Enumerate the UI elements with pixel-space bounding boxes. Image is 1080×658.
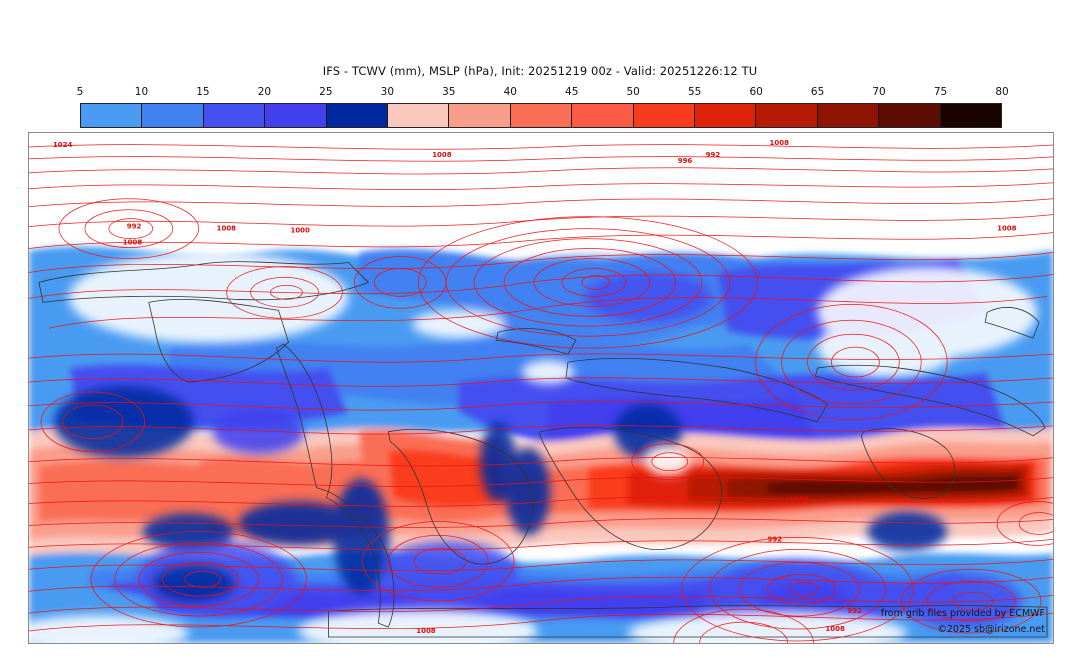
- map-plot-area: 1024 992 1008 1008 1000 1008 992 996 100…: [28, 132, 1054, 644]
- colorbar-segment-15-20: [203, 104, 266, 127]
- svg-text:1008: 1008: [997, 225, 1017, 233]
- svg-text:996: 996: [678, 157, 693, 165]
- colorbar-tick-70: 70: [872, 86, 886, 98]
- attribution-copyright: ©2025 sb@irizone.net: [937, 624, 1045, 635]
- colorbar-tick-45: 45: [565, 86, 579, 98]
- colorbar-tick-10: 10: [134, 86, 149, 98]
- svg-text:992: 992: [127, 223, 142, 231]
- colorbar-segment-25-30: [326, 104, 389, 127]
- colorbar-segment-40-45: [510, 104, 573, 127]
- map-canvas: 1024 992 1008 1008 1000 1008 992 996 100…: [29, 133, 1053, 643]
- colorbar-segment-60-65: [756, 104, 818, 127]
- svg-text:1008: 1008: [217, 225, 237, 233]
- page-title: IFS - TCWV (mm), MSLP (hPa), Init: 20251…: [322, 64, 758, 78]
- colorbar-segment-30-35: [388, 104, 450, 127]
- colorbar-tick-75: 75: [933, 86, 948, 98]
- attribution-source: from grib files provided by ECMWF: [880, 608, 1045, 619]
- colorbar-tick-5: 5: [76, 86, 84, 98]
- svg-text:1008: 1008: [416, 627, 436, 635]
- colorbar-tick-60: 60: [749, 86, 763, 98]
- svg-text:1024: 1024: [53, 141, 73, 149]
- colorbar-segment-10-15: [142, 104, 204, 127]
- colorbar-tick-25: 25: [319, 86, 333, 98]
- colorbar-segment-55-60: [695, 104, 757, 127]
- colorbar-tick-30: 30: [380, 86, 395, 98]
- colorbar-segment-35-40: [449, 104, 511, 127]
- svg-text:1000: 1000: [790, 496, 810, 504]
- svg-text:992: 992: [847, 607, 862, 615]
- mslp-isobar-layer: 1024 992 1008 1008 1000 1008 992 996 100…: [29, 139, 1053, 643]
- tcwv-shading-layer: [29, 246, 1053, 643]
- colorbar: 5 10 15 20 25 30 35 40 45 50 55 60 65 70 75 80: [76, 86, 1009, 128]
- svg-text:1008: 1008: [825, 625, 845, 633]
- colorbar-tick-50: 50: [626, 86, 640, 98]
- colorbar-tick-20: 20: [257, 86, 272, 98]
- svg-text:992: 992: [768, 535, 783, 543]
- colorbar-segment-75-80: [940, 104, 1002, 127]
- svg-text:992: 992: [706, 151, 721, 159]
- colorbar-segment-45-50: [572, 104, 634, 127]
- colorbar-segment-5-10: [81, 104, 143, 127]
- colorbar-tick-labels: 5 10 15 20 25 30 35 40 45 50 55 60 65 70 75 80: [76, 86, 1009, 101]
- colorbar-tick-65: 65: [810, 86, 825, 98]
- colorbar-segment-50-55: [633, 104, 696, 127]
- svg-text:1008: 1008: [770, 139, 790, 147]
- colorbar-tick-35: 35: [442, 86, 456, 98]
- coastline-layer: [38, 261, 1048, 638]
- colorbar-gradient: [80, 103, 1002, 128]
- colorbar-tick-55: 55: [687, 86, 702, 98]
- colorbar-tick-80: 80: [995, 86, 1009, 98]
- colorbar-segment-20-25: [265, 104, 327, 127]
- colorbar-tick-40: 40: [503, 86, 517, 98]
- colorbar-tick-15: 15: [196, 86, 210, 98]
- svg-text:1008: 1008: [432, 151, 452, 159]
- colorbar-segment-70-75: [879, 104, 941, 127]
- svg-text:1000: 1000: [290, 227, 310, 235]
- colorbar-segment-65-70: [817, 104, 880, 127]
- svg-text:1008: 1008: [123, 239, 143, 247]
